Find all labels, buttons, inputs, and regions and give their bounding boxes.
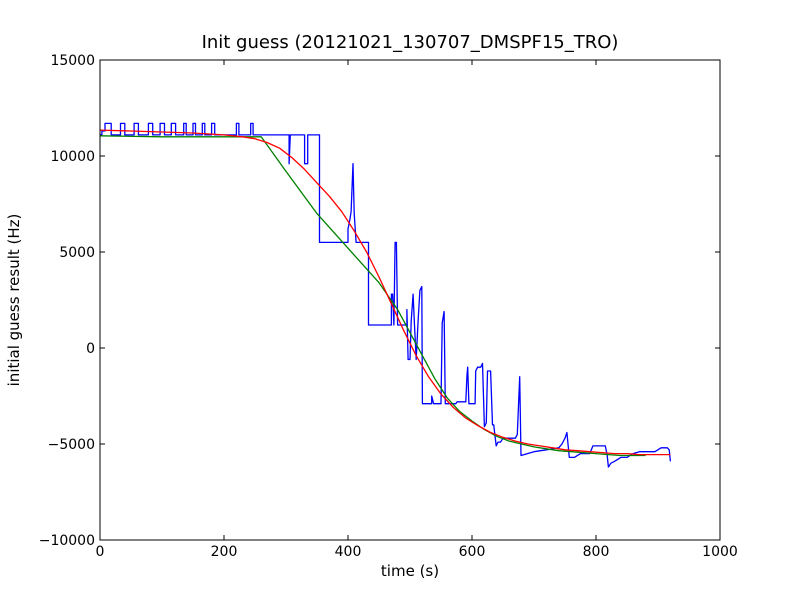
chart-title: Init guess (20121021_130707_DMSPF15_TRO) [202, 32, 619, 53]
x-tick-label: 800 [583, 544, 610, 560]
x-tick-label: 0 [96, 544, 105, 560]
series-line-1 [100, 122, 672, 468]
y-tick-label: 10000 [50, 149, 95, 165]
y-tick-label: 0 [86, 341, 95, 357]
x-tick-label: 200 [211, 544, 238, 560]
series-line-3 [99, 129, 671, 456]
y-tick-label: −10000 [39, 533, 95, 549]
x-tick-label: 1000 [702, 544, 738, 560]
axis-ticks: 0 200 400 600 800 1000 −10000 −5000 0 5000 10000 15… [39, 53, 738, 560]
x-tick-label: 600 [459, 544, 486, 560]
plot-area-frame [99, 59, 721, 541]
x-axis-label: time (s) [381, 562, 439, 580]
y-tick-label: 15000 [50, 53, 95, 69]
x-tick-label: 400 [335, 544, 362, 560]
y-axis-label: initial guess result (Hz) [5, 214, 23, 387]
plot-series [99, 122, 672, 468]
series-line-2 [99, 135, 646, 457]
y-tick-label: −5000 [48, 437, 95, 453]
y-tick-label: 5000 [59, 245, 95, 261]
